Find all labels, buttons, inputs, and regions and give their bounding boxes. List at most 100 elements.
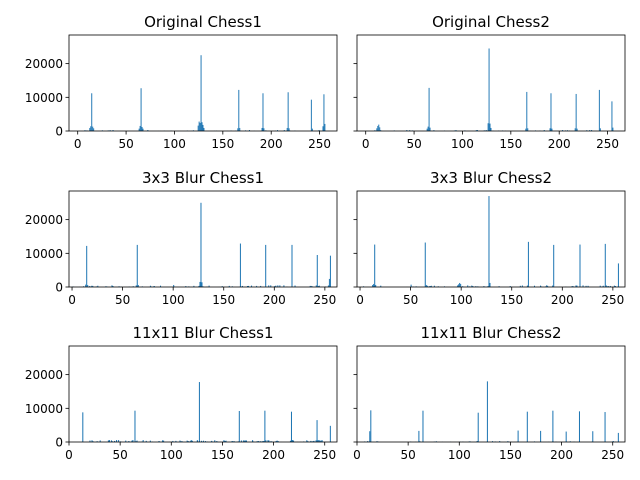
- noise-bar: [96, 441, 98, 442]
- noise-bar: [243, 440, 245, 442]
- histogram-bar: [139, 125, 141, 131]
- noise-bar: [426, 285, 428, 287]
- histogram-bar: [329, 425, 331, 442]
- noise-bar: [283, 285, 285, 287]
- noise-bar: [475, 286, 477, 287]
- noise-bar: [112, 129, 114, 131]
- noise-bar: [216, 441, 218, 442]
- histogram-bar: [322, 126, 324, 131]
- noise-bar: [310, 440, 312, 442]
- histogram-bar: [199, 122, 201, 131]
- histogram-bar: [427, 126, 429, 131]
- noise-bar: [471, 285, 473, 287]
- axes-frame: [356, 34, 626, 132]
- histogram-bar: [418, 430, 420, 442]
- noise-bar: [433, 130, 435, 131]
- histogram-bar: [239, 243, 241, 287]
- noise-bar: [241, 285, 243, 287]
- noise-bar: [125, 440, 127, 442]
- noise-bar: [367, 441, 369, 442]
- histogram-bar: [525, 128, 527, 131]
- noise-bar: [277, 441, 279, 442]
- histogram-bar: [574, 128, 576, 131]
- noise-bar: [310, 285, 312, 287]
- histogram-bar: [617, 432, 619, 442]
- histogram-bar: [138, 128, 140, 131]
- histogram-bar: [200, 202, 202, 287]
- subplot-5: 11x11 Blur Chess1 0 50 100 150 200 250 0 10000 20…: [25, 324, 338, 462]
- histogram-bar: [134, 410, 136, 442]
- noise-bar: [91, 440, 93, 442]
- noise-bar: [258, 440, 260, 442]
- histogram-bar: [486, 381, 488, 442]
- noise-bar: [275, 440, 277, 442]
- noise-bar: [108, 440, 110, 442]
- x-tick-label: 100: [448, 448, 471, 462]
- histogram-bar: [90, 126, 92, 131]
- axes-frame: [356, 190, 626, 288]
- histogram-bar: [329, 255, 331, 287]
- noise-bar: [172, 440, 174, 442]
- noise-bar: [252, 440, 254, 442]
- histogram-bar: [82, 412, 84, 442]
- subplot-title: Original Chess1: [144, 13, 262, 31]
- histogram-bar: [527, 128, 529, 131]
- noise-bar: [112, 286, 114, 287]
- histogram-bar: [579, 244, 581, 287]
- noise-bar: [109, 130, 111, 131]
- x-tick-label: 200: [262, 448, 285, 462]
- noise-bar: [586, 130, 588, 131]
- histogram-bar: [238, 411, 240, 442]
- noise-bar: [374, 130, 376, 131]
- axes-frame: [68, 345, 338, 443]
- noise-bar: [318, 440, 320, 442]
- noise-bar: [315, 285, 317, 287]
- histogram-bar: [527, 241, 529, 287]
- noise-bar: [575, 285, 577, 287]
- noise-bar: [263, 440, 265, 442]
- noise-bar: [191, 441, 193, 442]
- histogram-bar: [428, 87, 430, 131]
- x-tick-label: 200: [263, 293, 286, 307]
- histogram-bar: [201, 122, 203, 131]
- noise-bar: [457, 285, 459, 287]
- histogram-bar: [202, 124, 204, 131]
- histogram-bar: [598, 89, 600, 131]
- noise-bar: [111, 285, 113, 287]
- histogram-bar: [286, 127, 288, 131]
- x-tick-label: 250: [601, 448, 624, 462]
- noise-bar: [507, 441, 509, 442]
- noise-bar: [149, 440, 151, 442]
- y-tick-label: 10000: [25, 91, 63, 105]
- y-tick-label: 0: [55, 281, 63, 295]
- x-tick-label: 200: [548, 137, 571, 151]
- histogram-bar: [239, 127, 241, 131]
- noise-bar: [147, 130, 149, 131]
- noise-bar: [203, 441, 205, 442]
- histogram-bars: [363, 196, 619, 287]
- noise-bar: [602, 285, 604, 287]
- histogram-bar: [576, 128, 578, 131]
- subplot-title: 11x11 Blur Chess2: [420, 324, 561, 342]
- noise-bar: [196, 440, 198, 442]
- noise-bar: [270, 285, 272, 287]
- histogram-bar: [373, 283, 375, 287]
- noise-bar: [499, 441, 501, 442]
- histogram-bar: [86, 245, 88, 287]
- histogram-bar: [490, 127, 492, 131]
- histogram-bar: [459, 282, 461, 287]
- noise-bar: [572, 285, 574, 287]
- histogram-bar: [265, 244, 267, 287]
- noise-bar: [145, 440, 147, 442]
- noise-bar: [376, 441, 378, 442]
- noise-bar: [244, 440, 246, 442]
- noise-bar: [319, 440, 321, 442]
- subplot-title: Original Chess2: [432, 13, 550, 31]
- noise-bar: [175, 440, 177, 442]
- histogram-bar: [93, 128, 95, 131]
- noise-bar: [498, 286, 500, 287]
- noise-bar: [607, 286, 609, 287]
- noise-bar: [128, 441, 130, 442]
- histogram-bar: [310, 99, 312, 131]
- y-tick-label: 10000: [25, 247, 63, 261]
